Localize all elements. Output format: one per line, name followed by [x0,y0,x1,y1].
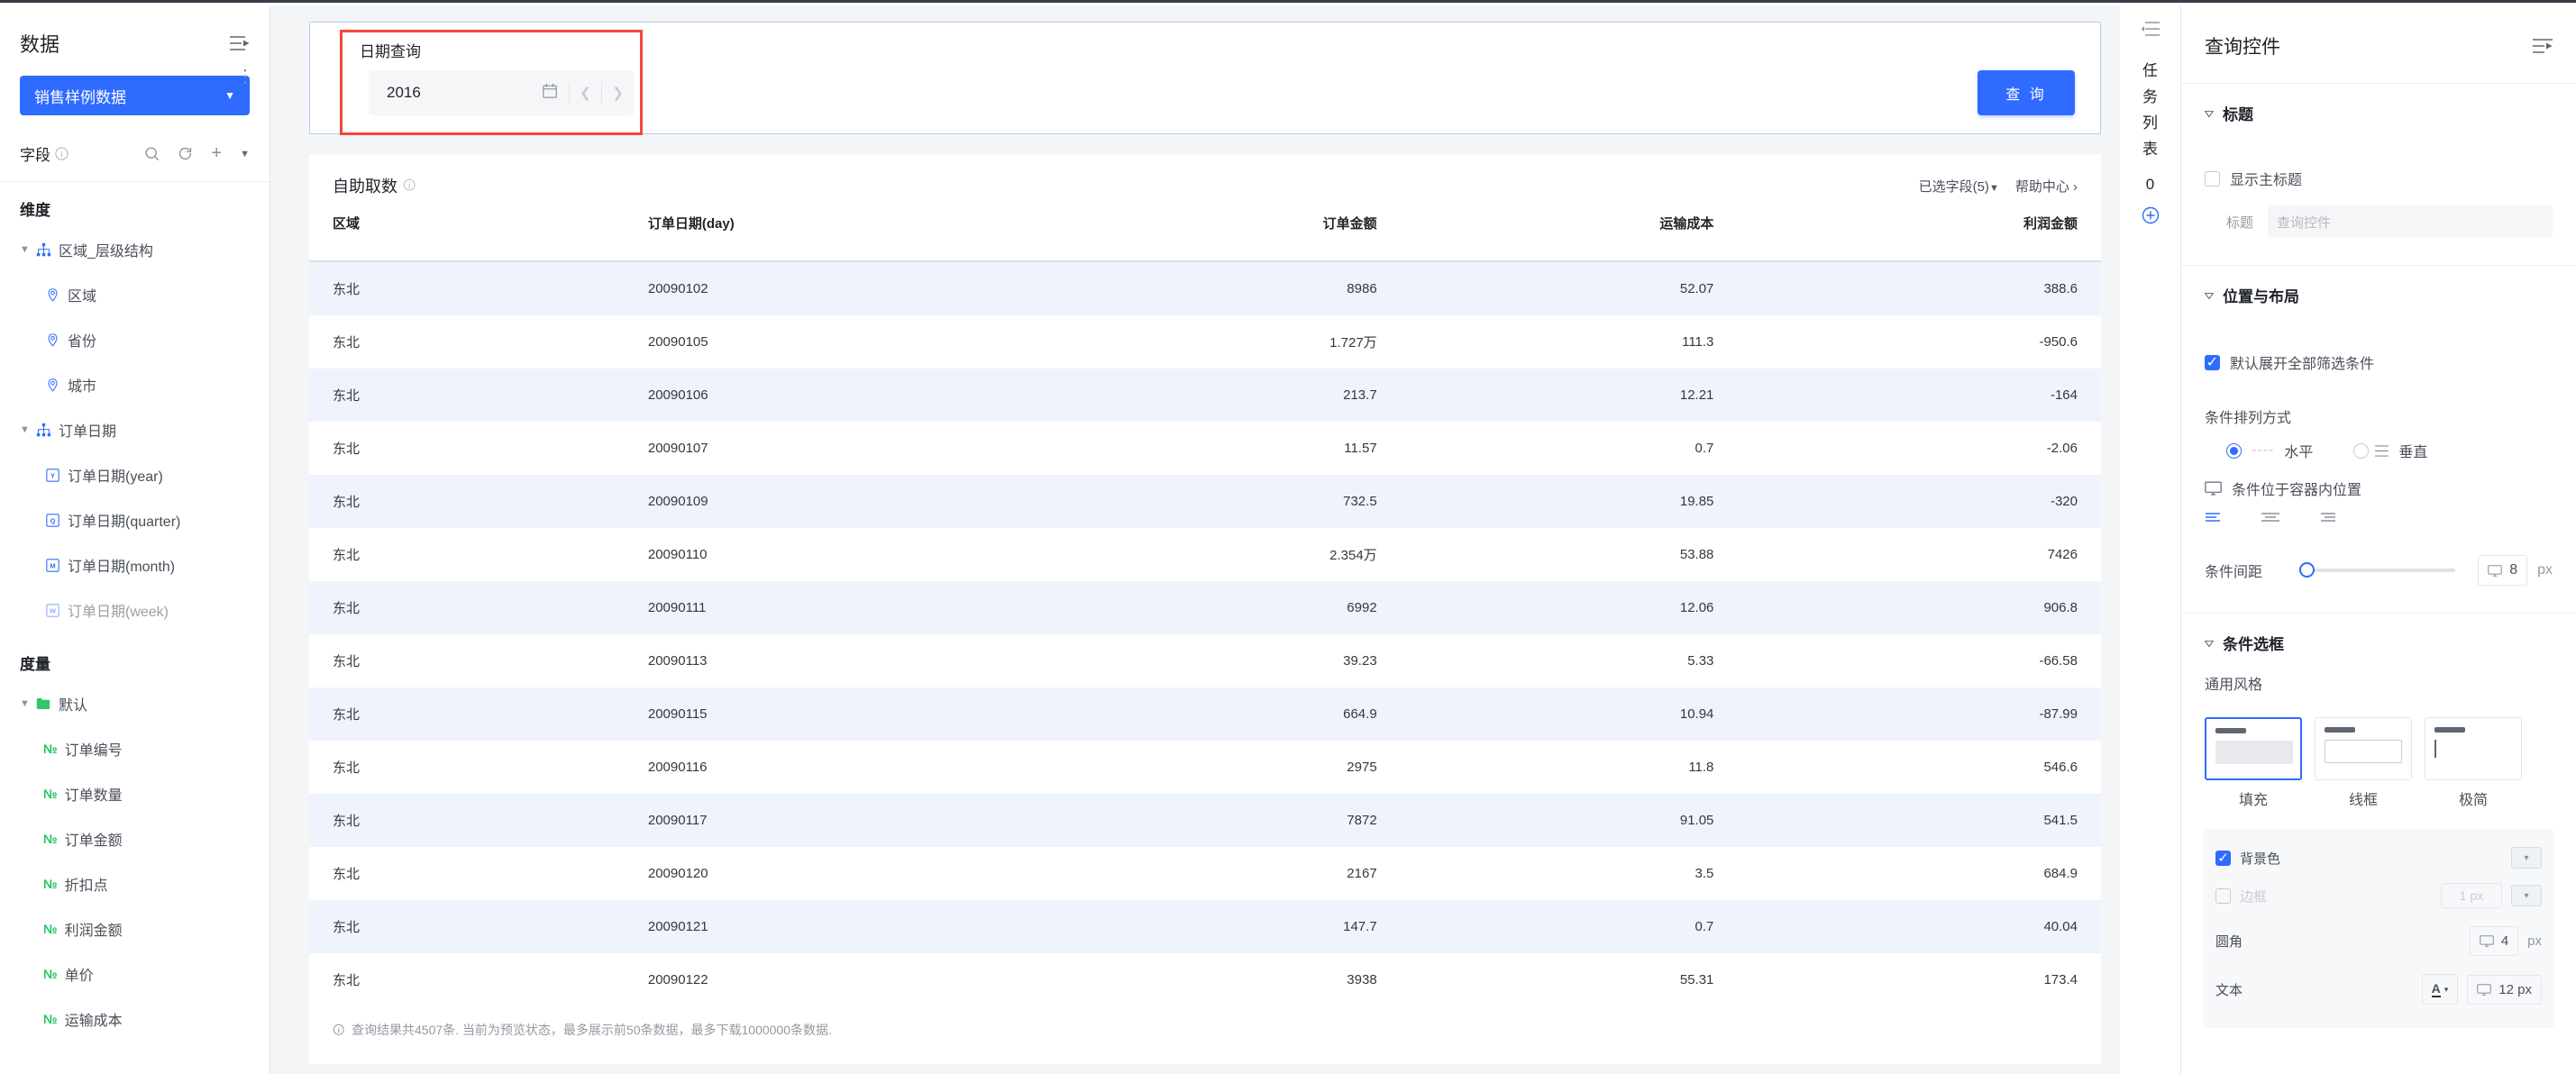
svg-text:W: W [49,606,56,614]
svg-text:M: M [50,561,55,569]
svg-text:Q: Q [50,516,55,524]
svg-text:Y: Y [50,471,54,479]
